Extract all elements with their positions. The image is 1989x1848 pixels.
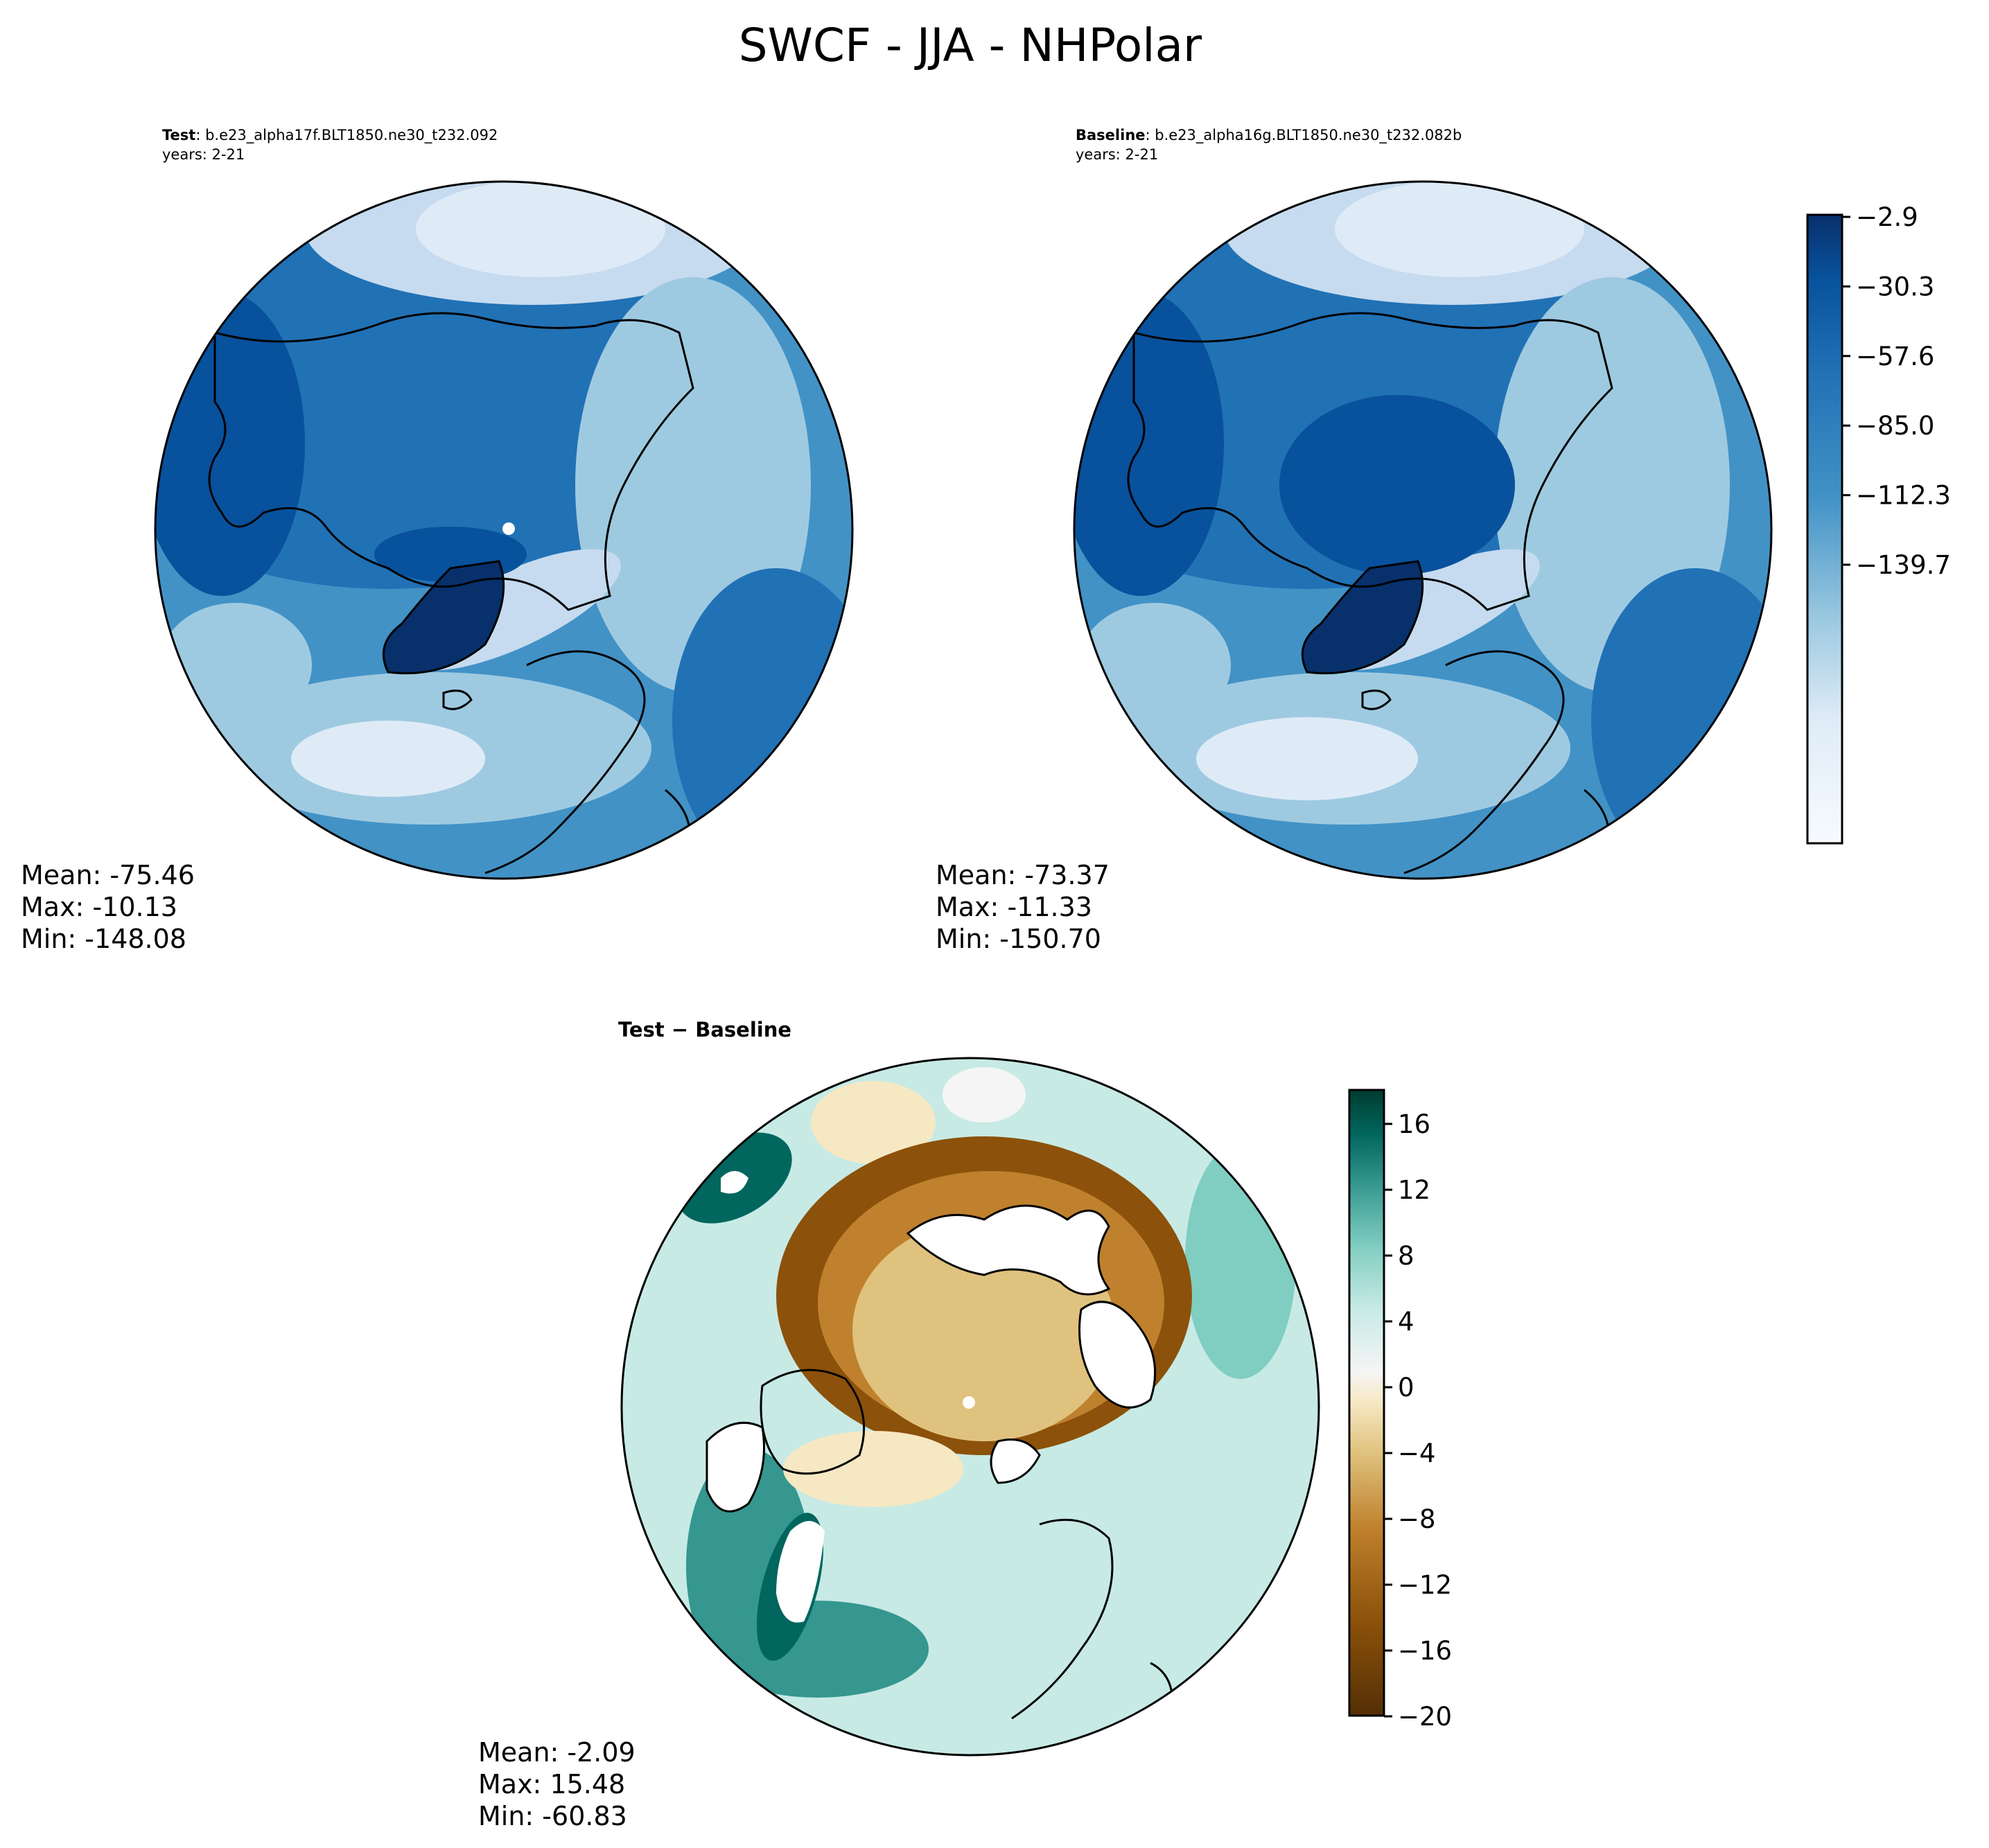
blues-tick-label: −30.3 xyxy=(1856,272,1934,301)
diff-map xyxy=(622,1058,1319,1755)
blues-colorbar-ticks: −2.9 −30.3 −57.6 −85.0 −112.3 −139.7 xyxy=(1842,202,1951,580)
diff-min: Min: -60.83 xyxy=(478,1801,627,1831)
blues-tick-label: −85.0 xyxy=(1856,411,1934,441)
diff-title: Test − Baseline xyxy=(618,1018,791,1041)
baseline-label: Baseline: b.e23_alpha16g.BLT1850.ne30_t2… xyxy=(1076,127,1462,144)
brbg-tick-label: −4 xyxy=(1398,1438,1436,1468)
brbg-tick-label: 12 xyxy=(1398,1175,1430,1205)
test-panel: Test: b.e23_alpha17f.BLT1850.ne30_t232.0… xyxy=(21,127,854,954)
baseline-label-bold: Baseline xyxy=(1076,127,1146,143)
blues-tick-label: −57.6 xyxy=(1856,342,1934,371)
test-min: Min: -148.08 xyxy=(21,924,186,954)
brbg-tick-label: 16 xyxy=(1398,1109,1430,1139)
baseline-years: years: 2-21 xyxy=(1076,146,1158,163)
test-label-bold: Test xyxy=(162,127,195,143)
test-label: Test: b.e23_alpha17f.BLT1850.ne30_t232.0… xyxy=(162,127,498,144)
diff-panel: Test − Baseline Mean: -2. xyxy=(478,1018,1320,1831)
brbg-tick-label: −12 xyxy=(1398,1570,1452,1600)
baseline-max: Max: -11.33 xyxy=(936,892,1092,922)
brbg-tick-label: 8 xyxy=(1398,1241,1414,1271)
brbg-colorbar-gradient xyxy=(1348,1089,1385,1717)
brbg-tick-label: 0 xyxy=(1398,1373,1414,1402)
brbg-colorbar: 16 12 8 4 0 −4 −8 −12 −16 −20 xyxy=(1348,1089,1452,1732)
brbg-tick-label: −16 xyxy=(1398,1636,1452,1666)
blues-tick-label: −2.9 xyxy=(1856,202,1918,232)
brbg-tick-label: −8 xyxy=(1398,1504,1436,1534)
baseline-label-rest: : b.e23_alpha16g.BLT1850.ne30_t232.082b xyxy=(1146,127,1462,144)
baseline-panel: Baseline: b.e23_alpha16g.BLT1850.ne30_t2… xyxy=(936,127,1773,954)
diff-mean: Mean: -2.09 xyxy=(478,1737,636,1768)
figure-title: SWCF - JJA - NHPolar xyxy=(739,19,1202,72)
blues-tick-label: −112.3 xyxy=(1856,481,1951,511)
test-mean: Mean: -75.46 xyxy=(21,860,195,890)
brbg-tick-label: −20 xyxy=(1398,1702,1452,1732)
baseline-mean: Mean: -73.37 xyxy=(936,860,1110,890)
brbg-colorbar-ticks: 16 12 8 4 0 −4 −8 −12 −16 −20 xyxy=(1384,1109,1452,1732)
diff-max: Max: 15.48 xyxy=(478,1769,625,1799)
test-years: years: 2-21 xyxy=(162,146,245,163)
test-label-rest: : b.e23_alpha17f.BLT1850.ne30_t232.092 xyxy=(195,127,498,144)
blues-tick-label: −139.7 xyxy=(1856,550,1951,580)
baseline-min: Min: -150.70 xyxy=(936,924,1101,954)
blues-colorbar: −2.9 −30.3 −57.6 −85.0 −112.3 −139.7 xyxy=(1806,202,1951,845)
blues-colorbar-gradient xyxy=(1806,213,1843,845)
brbg-tick-label: 4 xyxy=(1398,1307,1414,1337)
test-max: Max: -10.13 xyxy=(21,892,177,922)
